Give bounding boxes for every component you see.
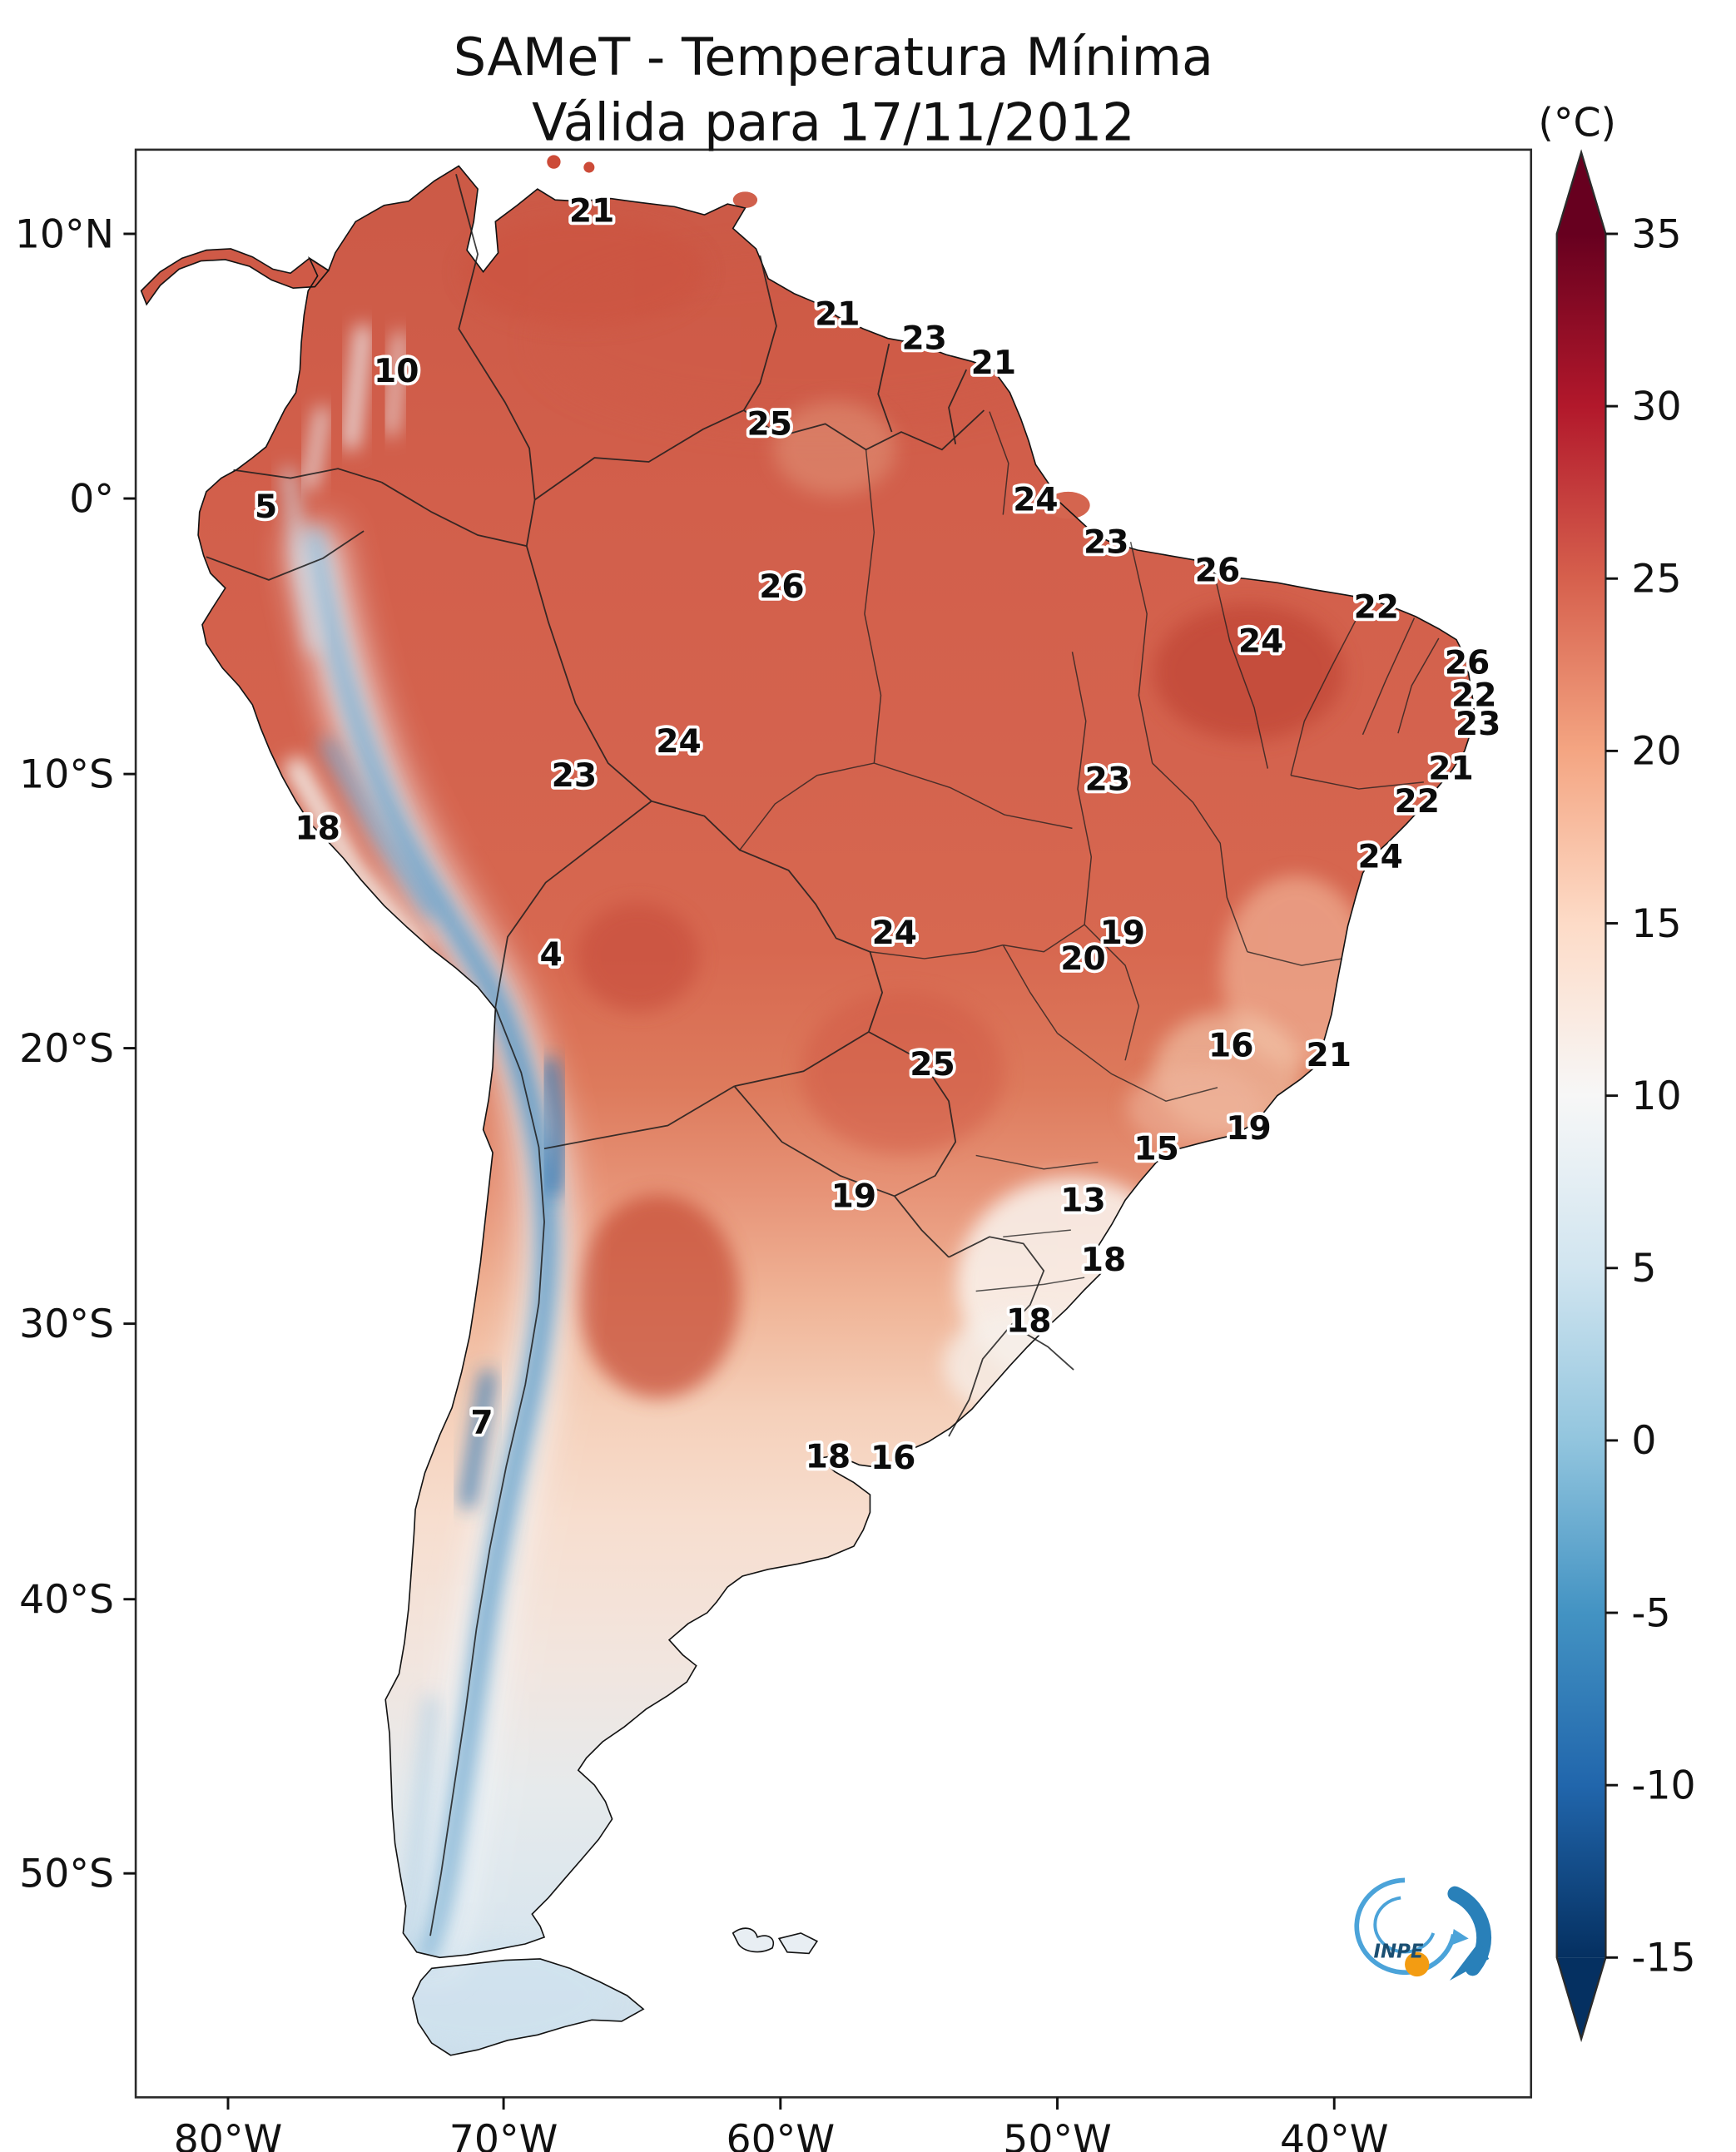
colorbar-tick-label: 30 xyxy=(1631,384,1681,429)
temperature-label: 21 xyxy=(1306,1037,1351,1074)
longitude-tick-label: 80°W xyxy=(174,2117,283,2152)
temperature-label: 16 xyxy=(1208,1027,1253,1064)
map-title: SAMeT - Temperatura Mínima xyxy=(454,27,1213,87)
temperature-label: 24 xyxy=(1357,839,1402,876)
temperature-label: 18 xyxy=(1081,1242,1126,1279)
temperature-label: 19 xyxy=(1226,1110,1271,1148)
temperature-label: 24 xyxy=(1238,622,1283,660)
latitude-tick-label: 40°S xyxy=(19,1577,114,1623)
latitude-tick-label: 30°S xyxy=(19,1302,114,1347)
map-subtitle: Válida para 17/11/2012 xyxy=(532,92,1135,152)
longitude-axis: 80°W 70°W 60°W 50°W 40°W xyxy=(174,2097,1389,2152)
colorbar-tick-label: 10 xyxy=(1631,1074,1681,1119)
colorbar-tick-label: 0 xyxy=(1631,1418,1656,1464)
temperature-label: 21 xyxy=(971,345,1016,382)
latitude-tick-label: 50°S xyxy=(19,1851,114,1897)
temperature-label: 24 xyxy=(872,915,917,952)
temperature-label: 26 xyxy=(1195,553,1240,590)
temperature-label: 21 xyxy=(1428,751,1473,788)
temperature-label: 21 xyxy=(815,295,860,333)
inpe-swirl-inner-icon xyxy=(1373,1896,1436,1954)
temperature-label: 4 xyxy=(540,936,563,974)
colorbar: (°C) 35 30 25 20 15 10 5 0 -5 -10 -15 xyxy=(1538,101,1696,2043)
temperature-label: 20 xyxy=(1060,940,1105,978)
temperature-label: 23 xyxy=(1456,706,1500,743)
colorbar-unit-label: (°C) xyxy=(1538,101,1616,146)
latitude-tick-label: 0° xyxy=(69,476,114,522)
temperature-label: 25 xyxy=(747,405,792,443)
temperature-shading xyxy=(282,217,1371,2050)
colorbar-tick-label: 25 xyxy=(1631,557,1681,602)
temperature-label: 7 xyxy=(470,1405,493,1442)
latitude-axis: 10°N 0° 10°S 20°S 30°S 40°S 50°S xyxy=(15,211,136,1897)
temperature-label: 15 xyxy=(1133,1130,1178,1168)
south-america-landmass xyxy=(141,155,1475,2055)
colorbar-extend-max xyxy=(1556,152,1606,234)
temperature-label: 22 xyxy=(1394,783,1439,821)
temperature-label: 18 xyxy=(295,810,340,847)
inpe-logo-label: INPE xyxy=(1374,1941,1424,1962)
temperature-label: 23 xyxy=(552,757,597,795)
temperature-label: 18 xyxy=(1006,1302,1051,1340)
longitude-tick-label: 50°W xyxy=(1003,2117,1112,2152)
longitude-tick-label: 70°W xyxy=(449,2117,558,2152)
colorbar-tick-label: 15 xyxy=(1631,901,1681,947)
longitude-tick-label: 60°W xyxy=(727,2117,836,2152)
temperature-label: 26 xyxy=(1445,644,1490,682)
latitude-tick-label: 20°S xyxy=(19,1026,114,1072)
colorbar-tick-label: -10 xyxy=(1631,1763,1695,1808)
temperature-label: 5 xyxy=(255,488,277,526)
inpe-arrowhead-icon xyxy=(1449,1941,1490,1981)
colorbar-ticks: 35 30 25 20 15 10 5 0 -5 -10 -15 xyxy=(1605,211,1696,1981)
temperature-label: 10 xyxy=(374,353,419,390)
colorbar-tick-label: 35 xyxy=(1631,211,1681,257)
colorbar-gradient-bar xyxy=(1556,233,1606,1958)
temperature-label: 23 xyxy=(1085,761,1130,799)
colorbar-tick-label: 5 xyxy=(1631,1246,1656,1292)
state-borders xyxy=(739,411,1440,1292)
inpe-swirl-icon xyxy=(1354,1877,1456,1976)
temperature-label: 23 xyxy=(1084,523,1128,561)
temperature-label: 24 xyxy=(656,723,701,761)
colorbar-tick-label: -5 xyxy=(1631,1590,1670,1636)
temperature-label: 13 xyxy=(1060,1182,1105,1219)
temperature-label: 18 xyxy=(806,1439,851,1476)
inpe-orange-dot-icon xyxy=(1405,1951,1430,1977)
temperature-label: 19 xyxy=(1100,915,1145,952)
colorbar-tick-label: 20 xyxy=(1631,729,1681,775)
temperature-label: 21 xyxy=(569,192,614,230)
temperature-label: 19 xyxy=(831,1178,876,1215)
temperature-label: 24 xyxy=(1013,482,1058,519)
temperature-label: 22 xyxy=(1451,677,1496,715)
latitude-tick-label: 10°S xyxy=(19,751,114,797)
longitude-tick-label: 40°W xyxy=(1280,2117,1389,2152)
inpe-logo: INPE xyxy=(1354,1877,1491,1981)
temperature-label: 23 xyxy=(901,320,946,358)
colorbar-tick-label: -15 xyxy=(1631,1936,1695,1981)
temperature-label: 26 xyxy=(759,568,804,606)
country-borders xyxy=(206,173,1074,1936)
inpe-swirl-arrowhead-icon xyxy=(1451,1929,1469,1946)
colorbar-extend-min xyxy=(1556,1957,1606,2040)
latitude-tick-label: 10°N xyxy=(15,211,114,257)
temperature-label: 16 xyxy=(870,1440,915,1477)
temperature-label: 25 xyxy=(910,1046,955,1083)
temperature-label: 22 xyxy=(1354,589,1399,627)
